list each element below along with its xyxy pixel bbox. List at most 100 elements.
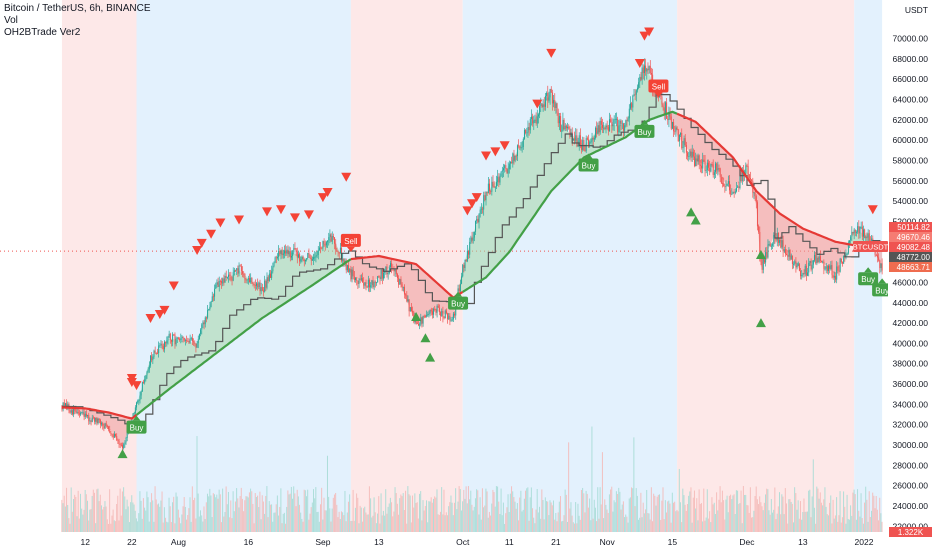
volume-bar [299, 504, 301, 532]
volume-bar [695, 508, 697, 532]
volume-bar [212, 493, 214, 532]
candle-body [590, 141, 592, 143]
candle-body [393, 269, 395, 272]
candle-body [880, 263, 882, 269]
volume-bar [352, 489, 354, 532]
candle-body [96, 417, 98, 424]
candle-body [71, 410, 73, 415]
volume-bar [543, 519, 545, 532]
volume-bar [706, 489, 708, 532]
candle-body [667, 118, 669, 121]
candle-body [690, 151, 692, 158]
candle-body [718, 168, 720, 170]
candle-body [124, 442, 126, 445]
volume-bar [304, 490, 306, 532]
candle-body [261, 287, 263, 291]
volume-legend[interactable]: Vol [4, 15, 18, 26]
volume-bar [135, 518, 137, 532]
volume-bar [703, 488, 705, 532]
candle-body [438, 307, 440, 313]
volume-bar [372, 515, 374, 532]
volume-bar [371, 517, 373, 532]
candle-body [706, 162, 708, 170]
volume-bar [573, 523, 575, 532]
candle-body [821, 260, 823, 263]
volume-bar [368, 486, 370, 532]
candle-body [818, 256, 820, 263]
volume-bar [591, 426, 593, 532]
buy-label-box [448, 296, 469, 310]
y-tick-label: 40000.00 [893, 338, 929, 348]
candle-body [794, 261, 796, 264]
candle-body [101, 423, 103, 425]
time-axis[interactable]: 12 22 Aug 16 Sep 13 Oct 11 21 Nov 15 Dec 13 2022 [0, 532, 932, 550]
volume-bar [806, 511, 808, 532]
buy-signal: Buy [578, 153, 599, 172]
volume-bar [679, 502, 681, 532]
candle-body [529, 119, 531, 131]
volume-bar [515, 508, 517, 532]
volume-bar [296, 489, 298, 532]
candle-body [398, 278, 400, 285]
candle-body [642, 67, 644, 74]
candle-body [756, 202, 758, 227]
volume-bar [444, 515, 446, 532]
candle-body [309, 254, 311, 259]
candle-body [478, 213, 480, 223]
candle-body [409, 307, 411, 312]
volume-bar [114, 521, 116, 532]
candle-body [734, 191, 736, 194]
currency-label: USDT [905, 5, 928, 15]
volume-bar [741, 523, 743, 532]
candle-body [338, 252, 340, 254]
volume-bar [173, 496, 175, 532]
candle-body [730, 190, 732, 195]
candle-body [817, 257, 819, 263]
candle-body [795, 261, 797, 268]
volume-bar [483, 507, 485, 532]
volume-bar [532, 508, 534, 532]
candle-body [330, 234, 332, 242]
volume-bar [596, 521, 598, 532]
candle-body [780, 240, 782, 248]
volume-bar [730, 494, 732, 532]
volume-bar [523, 498, 525, 532]
candle-body [233, 270, 235, 273]
candle-body [735, 187, 737, 192]
candle-body [214, 288, 216, 297]
candle-body [269, 273, 271, 278]
candle-body [61, 405, 63, 410]
volume-bar [356, 493, 358, 532]
volume-bar [233, 511, 235, 532]
candle-body [434, 308, 436, 310]
candle-body [670, 116, 672, 129]
candle-body [324, 244, 326, 246]
volume-bar [410, 522, 412, 532]
candle-body [599, 120, 601, 133]
candle-body [528, 127, 530, 131]
candle-body [791, 255, 793, 264]
candle-body [556, 103, 558, 113]
volume-bar [225, 486, 227, 532]
volume-bar [783, 514, 785, 532]
price-axis[interactable]: 22000.0024000.0026000.0028000.0030000.00… [888, 0, 932, 550]
candle-body [253, 284, 255, 285]
volume-bar [780, 514, 782, 532]
candle-body [87, 415, 89, 417]
volume-bar [855, 519, 857, 532]
symbol-title[interactable]: Bitcoin / TetherUS, 6h, BINANCE [4, 3, 151, 14]
candle-body [281, 250, 283, 256]
candle-body [373, 281, 375, 288]
volume-bar [321, 487, 323, 532]
candle-body [209, 306, 211, 310]
indicator-legend[interactable]: OH2BTrade Ver2 [4, 27, 81, 38]
candle-body [498, 176, 500, 183]
volume-bar [552, 500, 554, 532]
volume-bar [396, 503, 398, 532]
candle-body [507, 169, 509, 174]
candle-body [235, 270, 237, 272]
volume-bar [721, 490, 723, 532]
volume-bar [216, 494, 218, 532]
volume-bar [378, 496, 380, 532]
